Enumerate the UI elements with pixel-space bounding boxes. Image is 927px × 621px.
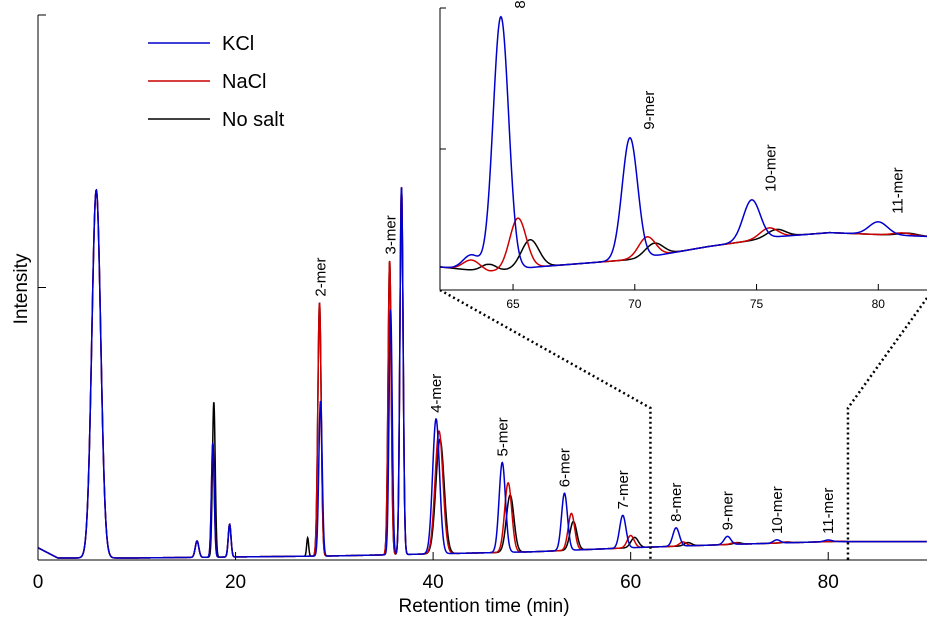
peak-label-main: 8-mer [668, 483, 685, 522]
peak-label-main: 6-mer [556, 448, 573, 487]
legend: KCl NaCl No salt [148, 33, 285, 131]
peak-label-main: 7-mer [615, 470, 632, 509]
trace-kcl [37, 187, 927, 559]
inset-axes: 65 70 75 80 [439, 7, 927, 311]
peak-label-main: 10-mer [769, 486, 786, 534]
x-tick-label: 60 [620, 572, 641, 593]
inset-trace-kcl [439, 15, 927, 269]
legend-label: No salt [222, 109, 285, 131]
zoom-connector-lines [439, 288, 927, 560]
peak-label-main: 2-mer [313, 257, 330, 296]
inset-x-tick-label: 80 [872, 297, 886, 311]
main-traces [37, 187, 927, 559]
peak-label-inset: 10-mer [763, 144, 780, 192]
zoom-line-left [439, 288, 652, 560]
legend-label: KCl [222, 33, 254, 55]
x-tick-label: 40 [423, 572, 444, 593]
x-tick-label: 20 [225, 572, 246, 593]
main-peak-labels: 2-mer 3-mer 4-mer 5-mer 6-mer 7-mer 8-mer 9-mer… [313, 215, 838, 534]
x-tick-label: 80 [818, 572, 839, 593]
zoom-line-right [846, 297, 927, 560]
peak-label-main: 3-mer [383, 215, 400, 254]
peak-label-main: 4-mer [428, 374, 445, 413]
y-axis-label: Intensity [11, 253, 32, 324]
inset-x-tick-label: 65 [506, 297, 520, 311]
inset-plot: 65 70 75 80 8-mer 9-mer 10-mer 11-mer [439, 0, 927, 311]
x-axis-label: Retention time (min) [398, 596, 569, 616]
peak-label-inset: 8-mer [512, 0, 529, 9]
peak-label-main: 5-mer [494, 417, 511, 456]
x-tick-label: 0 [33, 572, 44, 593]
inset-x-tick-label: 70 [628, 297, 642, 311]
inset-traces [439, 15, 927, 272]
inset-background [440, 8, 927, 290]
legend-label: NaCl [222, 71, 266, 93]
peak-label-inset: 11-mer [889, 167, 906, 213]
peak-label-inset: 9-mer [641, 91, 658, 130]
main-plot: 0 20 40 60 80 2-mer 3-mer 4-mer 5-mer 6-mer 7-mer… [33, 14, 927, 593]
peak-label-main: 11-mer [820, 488, 837, 534]
peak-label-main: 9-mer [719, 491, 736, 530]
inset-peak-labels: 8-mer 9-mer 10-mer 11-mer [512, 0, 906, 214]
inset-x-tick-label: 75 [750, 297, 764, 311]
main-axes: 0 20 40 60 80 [33, 14, 927, 593]
